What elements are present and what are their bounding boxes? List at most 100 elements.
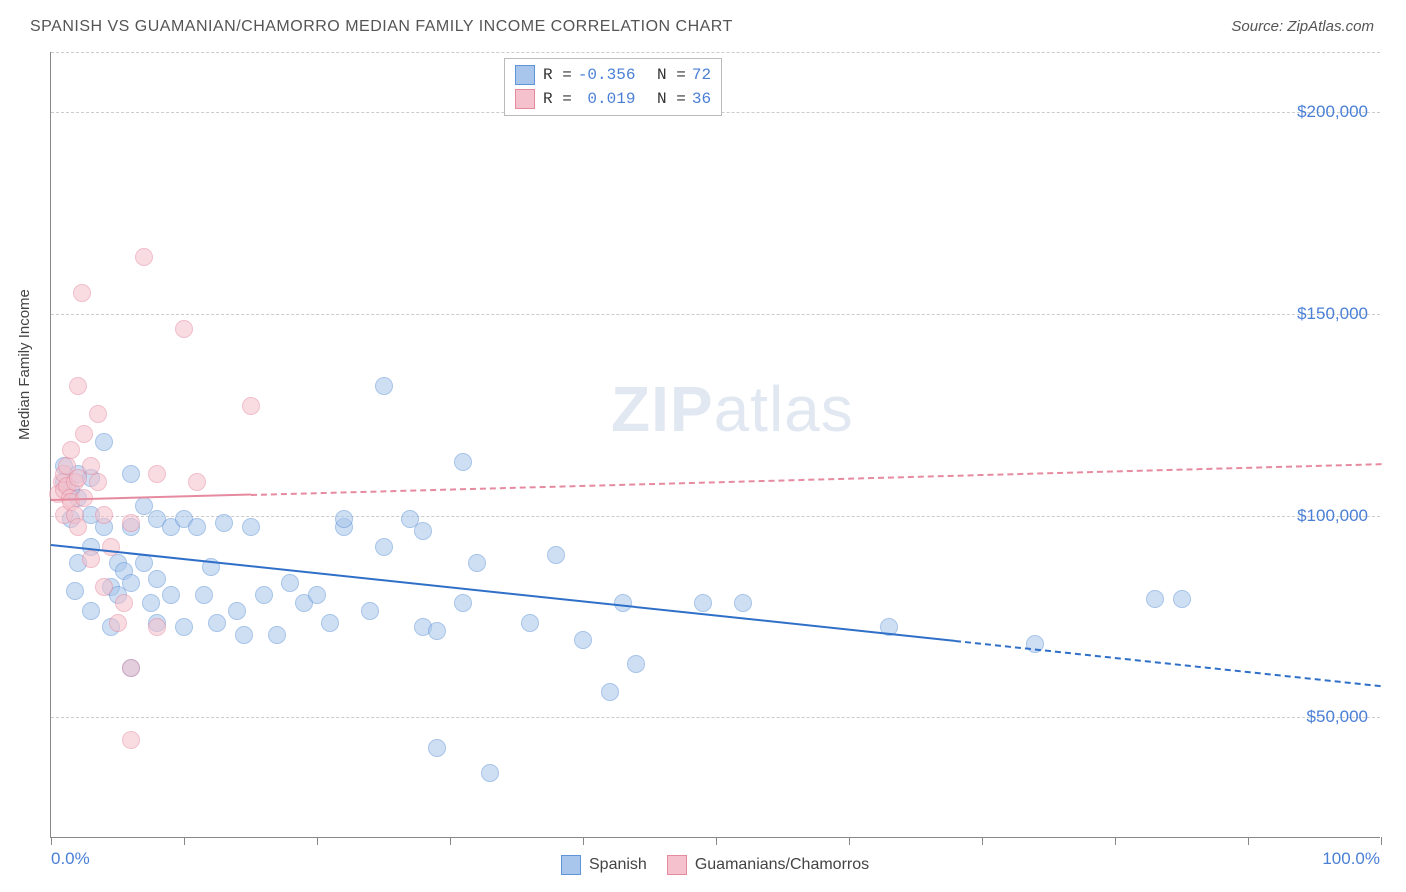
legend-swatch <box>667 855 687 875</box>
data-point <box>521 614 539 632</box>
correlation-chart: SPANISH VS GUAMANIAN/CHAMORRO MEDIAN FAM… <box>0 0 1406 892</box>
data-point <box>135 248 153 266</box>
data-point <box>188 473 206 491</box>
gridline <box>51 516 1380 517</box>
data-point <box>242 518 260 536</box>
data-point <box>454 453 472 471</box>
data-point <box>574 631 592 649</box>
gridline <box>51 52 1380 53</box>
x-tick <box>51 837 52 845</box>
data-point <box>89 405 107 423</box>
data-point <box>95 578 113 596</box>
data-point <box>148 465 166 483</box>
x-tick <box>184 837 185 845</box>
data-point <box>95 506 113 524</box>
data-point <box>69 518 87 536</box>
data-point <box>428 739 446 757</box>
data-point <box>375 377 393 395</box>
x-tick <box>716 837 717 845</box>
data-point <box>66 582 84 600</box>
data-point <box>308 586 326 604</box>
data-point <box>195 586 213 604</box>
data-point <box>215 514 233 532</box>
data-point <box>361 602 379 620</box>
data-point <box>122 514 140 532</box>
data-point <box>82 550 100 568</box>
data-point <box>375 538 393 556</box>
data-point <box>454 594 472 612</box>
y-tick-label: $200,000 <box>1297 102 1368 122</box>
y-tick-label: $150,000 <box>1297 304 1368 324</box>
data-point <box>148 618 166 636</box>
data-point <box>122 574 140 592</box>
data-point <box>255 586 273 604</box>
data-point <box>281 574 299 592</box>
legend-item: Guamanians/Chamorros <box>667 855 869 875</box>
data-point <box>115 594 133 612</box>
gridline <box>51 314 1380 315</box>
data-point <box>162 586 180 604</box>
data-point <box>1173 590 1191 608</box>
trend-line <box>955 640 1381 687</box>
data-point <box>734 594 752 612</box>
data-point <box>694 594 712 612</box>
x-tick <box>849 837 850 845</box>
legend-swatch <box>561 855 581 875</box>
data-point <box>321 614 339 632</box>
legend-item: Spanish <box>561 855 647 875</box>
trend-line <box>250 463 1381 496</box>
data-point <box>335 510 353 528</box>
y-axis-label: Median Family Income <box>16 289 33 440</box>
data-point <box>188 518 206 536</box>
series-legend: Spanish Guamanians/Chamorros <box>561 855 869 875</box>
data-point <box>268 626 286 644</box>
plot-area: ZIPatlas $50,000 $100,000 $150,000 $200,000… <box>50 52 1380 838</box>
data-point <box>73 284 91 302</box>
data-point <box>235 626 253 644</box>
data-point <box>95 433 113 451</box>
y-tick-label: $100,000 <box>1297 506 1368 526</box>
watermark: ZIPatlas <box>611 372 854 446</box>
x-tick <box>583 837 584 845</box>
legend-swatch <box>515 65 535 85</box>
x-label-left: 0.0% <box>51 849 90 869</box>
data-point <box>481 764 499 782</box>
data-point <box>242 397 260 415</box>
legend-swatch <box>515 89 535 109</box>
data-point <box>89 473 107 491</box>
data-point <box>627 655 645 673</box>
chart-title: SPANISH VS GUAMANIAN/CHAMORRO MEDIAN FAM… <box>30 18 733 36</box>
data-point <box>601 683 619 701</box>
data-point <box>75 425 93 443</box>
data-point <box>468 554 486 572</box>
data-point <box>228 602 246 620</box>
x-tick <box>982 837 983 845</box>
gridline <box>51 717 1380 718</box>
legend-label: Guamanians/Chamorros <box>695 856 869 874</box>
x-tick <box>450 837 451 845</box>
x-tick <box>1115 837 1116 845</box>
x-tick <box>1381 837 1382 845</box>
y-tick-label: $50,000 <box>1307 707 1368 727</box>
data-point <box>175 320 193 338</box>
data-point <box>428 622 446 640</box>
correlation-legend: R = -0.356 N = 72R = 0.019 N = 36 <box>504 58 722 116</box>
x-tick <box>317 837 318 845</box>
data-point <box>122 465 140 483</box>
x-tick <box>1248 837 1249 845</box>
data-point <box>122 659 140 677</box>
data-point <box>62 441 80 459</box>
data-point <box>547 546 565 564</box>
data-point <box>109 614 127 632</box>
x-label-right: 100.0% <box>1322 849 1380 869</box>
data-point <box>1146 590 1164 608</box>
data-point <box>82 602 100 620</box>
source-label: Source: ZipAtlas.com <box>1231 18 1374 35</box>
data-point <box>148 570 166 588</box>
data-point <box>414 522 432 540</box>
data-point <box>142 594 160 612</box>
data-point <box>69 377 87 395</box>
legend-row: R = 0.019 N = 36 <box>515 87 711 111</box>
data-point <box>122 731 140 749</box>
data-point <box>175 618 193 636</box>
